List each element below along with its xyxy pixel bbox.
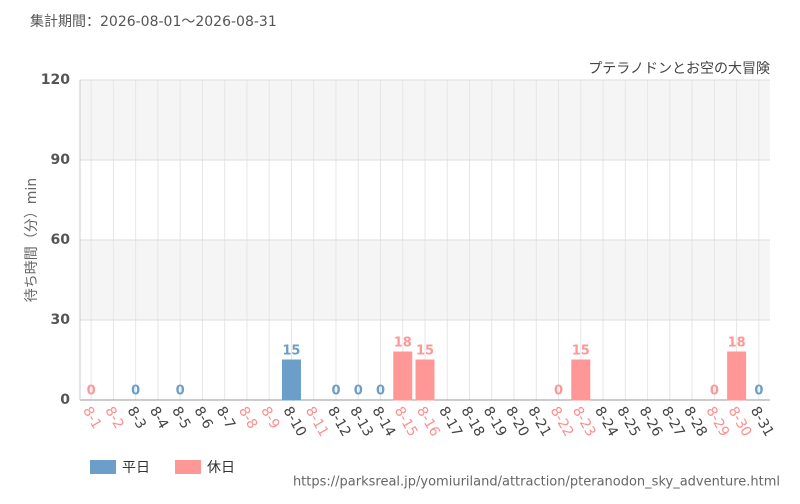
y-tick-label: 0 [60,392,70,408]
source-url: https://parksreal.jp/yomiuriland/attract… [293,475,780,490]
x-tick-label: 8-1 [79,404,104,432]
value-label: 0 [376,384,385,399]
y-tick-label: 90 [51,152,71,168]
x-tick-label: 8-2 [101,404,126,432]
legend-swatch [175,460,201,474]
chart-title: プテラノドンとお空の大冒険 [588,61,770,77]
bar [415,359,435,401]
value-label: 15 [282,344,300,359]
x-tick-label: 8-4 [146,404,171,432]
y-tick-label: 120 [41,72,70,88]
value-label: 0 [354,384,363,399]
y-tick-label: 30 [51,312,71,328]
value-label: 0 [131,384,140,399]
bar [571,359,591,401]
y-axis-label: 待ち時間（分）min [24,178,40,302]
value-label: 0 [754,384,763,399]
bar [393,351,413,401]
x-tick-label: 8-3 [124,404,149,432]
value-label: 18 [394,336,412,351]
value-label: 15 [416,344,434,359]
x-tick-label: 8-5 [168,404,193,432]
value-label: 15 [572,344,590,359]
legend-swatch [90,460,116,474]
y-tick-label: 60 [51,232,71,248]
value-label: 0 [710,384,719,399]
x-tick-label: 8-6 [190,404,215,432]
value-label: 18 [728,336,746,351]
x-tick-label: 8-31 [747,404,777,440]
x-tick-label: 8-7 [213,404,238,432]
value-label: 0 [87,384,96,399]
period: 集計期間：2026-08-01～2026-08-31 [30,13,277,30]
value-label: 0 [554,384,563,399]
legend-label: 休日 [207,460,235,476]
bar [281,359,301,401]
value-label: 0 [176,384,185,399]
x-tick-label: 8-9 [257,404,282,432]
legend-label: 平日 [122,460,150,476]
x-tick-label: 8-8 [235,404,260,432]
value-label: 0 [331,384,340,399]
bar [727,351,747,401]
